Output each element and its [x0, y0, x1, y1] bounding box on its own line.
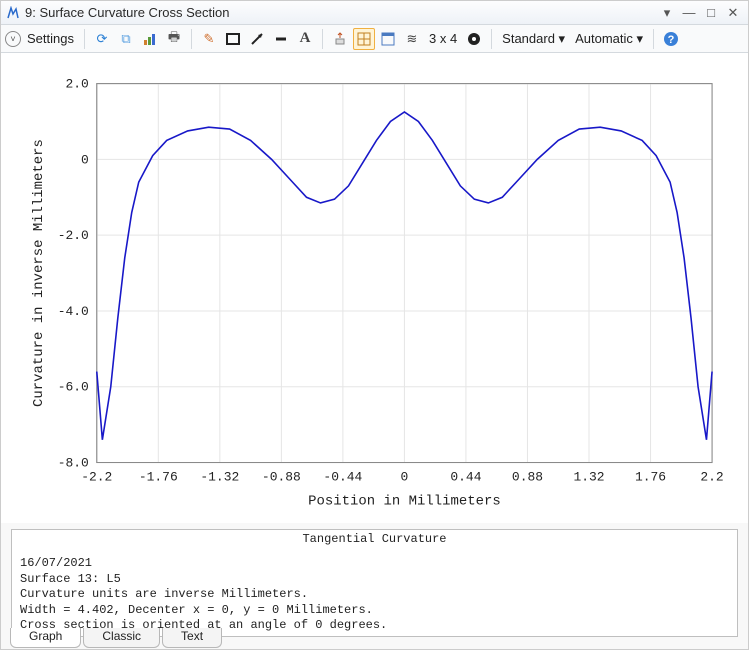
grid-size-label[interactable]: 3 x 4	[425, 31, 461, 46]
dropdown-icon[interactable]: ▾	[660, 5, 674, 21]
chart-icon[interactable]	[139, 28, 161, 50]
separator	[84, 29, 85, 49]
svg-text:Curvature in inverse Millimete: Curvature in inverse Millimeters	[31, 139, 47, 407]
notebook-tabs: Graph Classic Text	[10, 628, 224, 648]
svg-text:-0.88: -0.88	[262, 469, 301, 484]
svg-text:0.88: 0.88	[512, 469, 543, 484]
svg-text:-1.32: -1.32	[200, 469, 239, 484]
maximize-icon[interactable]: □	[704, 5, 718, 20]
text-icon[interactable]: A	[294, 28, 316, 50]
separator	[653, 29, 654, 49]
zoom-extents-icon[interactable]	[329, 28, 351, 50]
tab-text[interactable]: Text	[162, 628, 222, 648]
svg-text:Position in Millimeters: Position in Millimeters	[308, 493, 501, 509]
target-icon[interactable]	[463, 28, 485, 50]
window-layout-icon[interactable]	[377, 28, 399, 50]
close-icon[interactable]: ✕	[726, 5, 740, 21]
separator	[322, 29, 323, 49]
title-bar: 9: Surface Curvature Cross Section ▾ — □…	[1, 1, 748, 25]
separator	[491, 29, 492, 49]
layers-icon[interactable]: ≋	[401, 28, 423, 50]
svg-text:-2.2: -2.2	[81, 469, 112, 484]
tab-classic[interactable]: Classic	[83, 628, 160, 648]
copy-icon[interactable]: ⧉	[115, 28, 137, 50]
app-icon	[5, 5, 21, 21]
svg-text:-6.0: -6.0	[58, 380, 89, 395]
rectangle-icon[interactable]	[222, 28, 244, 50]
settings-button[interactable]: Settings	[23, 31, 78, 46]
arrow-icon[interactable]	[246, 28, 268, 50]
svg-text:-2.0: -2.0	[58, 228, 89, 243]
svg-text:1.32: 1.32	[573, 469, 604, 484]
toolbar: ˅ Settings ⟳ ⧉ 🖶 ✎ A ≋ 3 x 4 Standard ▾ …	[1, 25, 748, 53]
svg-text:2.0: 2.0	[65, 77, 88, 92]
svg-text:-0.44: -0.44	[323, 469, 362, 484]
svg-text:-1.76: -1.76	[139, 469, 178, 484]
minimize-icon[interactable]: —	[682, 5, 696, 20]
svg-text:2.2: 2.2	[700, 469, 723, 484]
chart-area: -2.2 -1.76 -1.32 -0.88 -0.44 0 0.44 0.88 1.32 1.7…	[1, 53, 748, 523]
info-panel: Tangential Curvature 16/07/2021 Surface …	[11, 529, 738, 637]
expand-icon[interactable]: ˅	[5, 31, 21, 47]
help-icon[interactable]: ?	[660, 28, 682, 50]
grid-toggle-icon[interactable]	[353, 28, 375, 50]
automatic-dropdown[interactable]: Automatic ▾	[571, 31, 647, 47]
separator	[191, 29, 192, 49]
window-controls: ▾ — □ ✕	[660, 5, 744, 21]
refresh-icon[interactable]: ⟳	[91, 28, 113, 50]
svg-text:-8.0: -8.0	[58, 456, 89, 471]
standard-dropdown[interactable]: Standard ▾	[498, 31, 569, 47]
svg-text:?: ?	[668, 34, 675, 46]
svg-text:-4.0: -4.0	[58, 304, 89, 319]
line-icon[interactable]	[270, 28, 292, 50]
svg-text:1.76: 1.76	[635, 469, 666, 484]
svg-text:0.44: 0.44	[450, 469, 481, 484]
svg-text:0: 0	[81, 152, 89, 167]
curvature-chart: -2.2 -1.76 -1.32 -0.88 -0.44 0 0.44 0.88 1.32 1.7…	[17, 63, 732, 523]
pencil-icon[interactable]: ✎	[198, 28, 220, 50]
svg-text:0: 0	[401, 469, 409, 484]
info-title: Tangential Curvature	[12, 530, 737, 548]
window-title: 9: Surface Curvature Cross Section	[25, 5, 229, 20]
tab-graph[interactable]: Graph	[10, 628, 81, 648]
print-icon[interactable]: 🖶	[163, 28, 185, 50]
